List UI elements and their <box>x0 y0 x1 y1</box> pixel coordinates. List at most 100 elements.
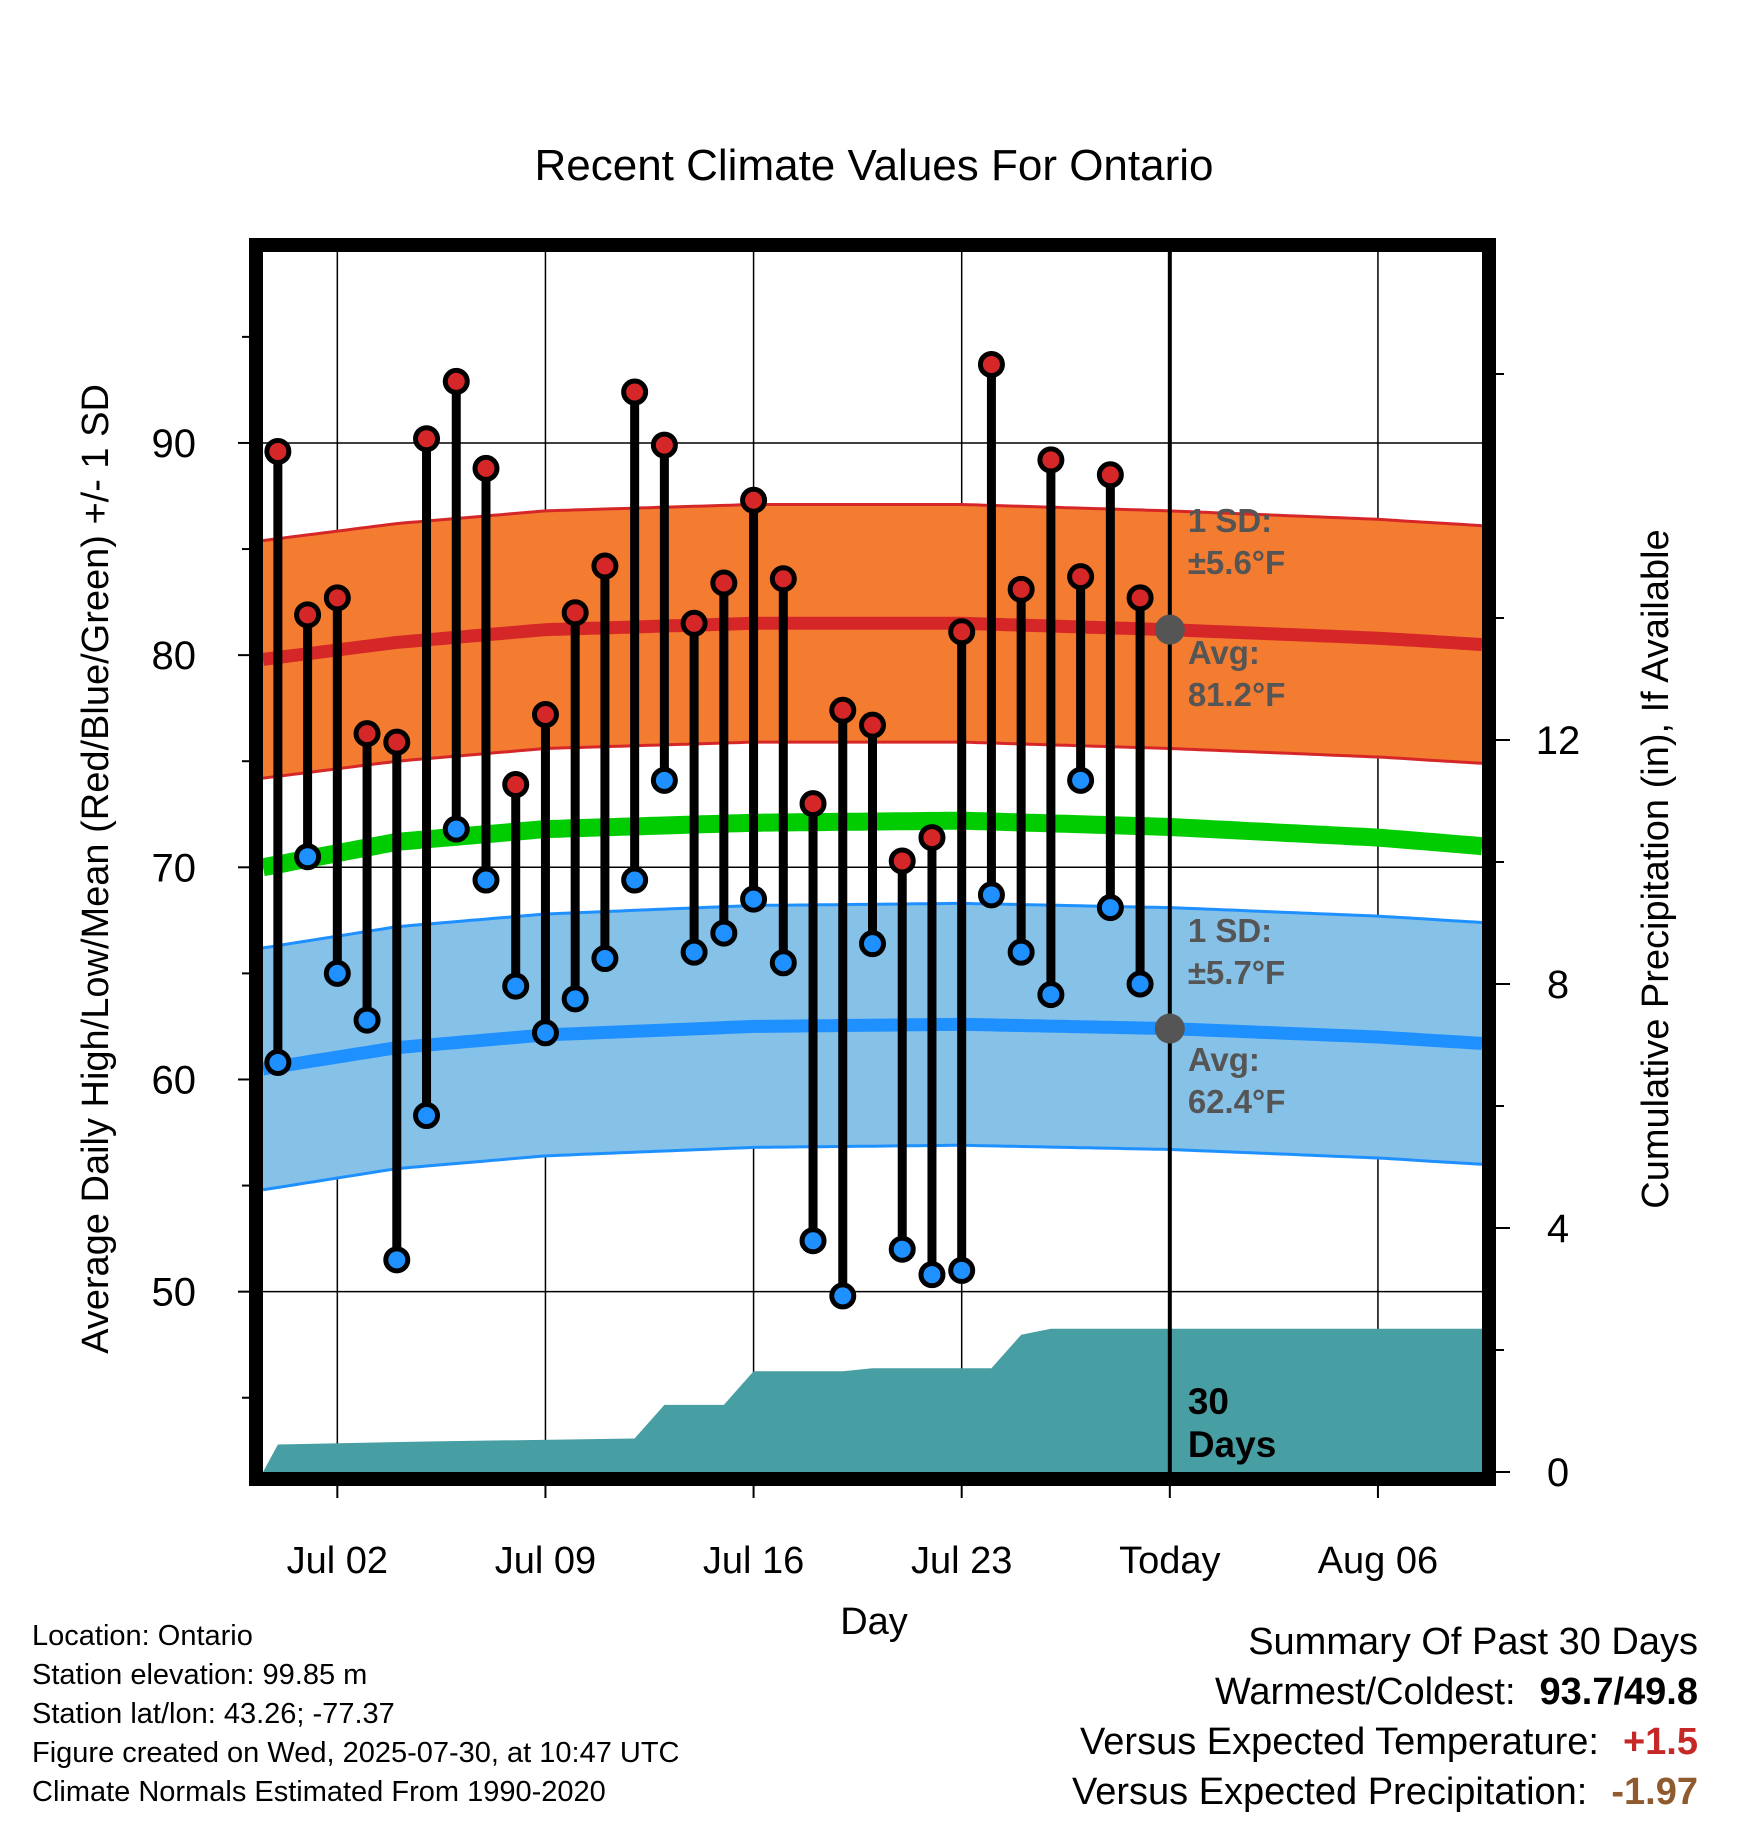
high-point <box>413 425 441 453</box>
low-point <box>948 1256 976 1284</box>
high-point <box>859 711 886 739</box>
plot-frame <box>249 238 1496 1486</box>
low-point <box>531 1019 559 1047</box>
high-avg-line <box>263 616 1482 666</box>
low-sd-value: ±5.7°F <box>1188 954 1285 991</box>
overlay-layer: 1 SD: ±5.6°F Avg: 81.2°F 1 SD: ±5.7°F Avg: 62.4… <box>264 350 1286 1465</box>
low-point <box>502 972 530 1000</box>
high-point <box>1126 584 1154 612</box>
low-avg-value: 62.4°F <box>1188 1083 1286 1120</box>
high-point <box>888 847 916 875</box>
low-point <box>799 1227 827 1255</box>
low-avg-line <box>263 1017 1482 1076</box>
y2-tick-label: 4 <box>1547 1207 1569 1251</box>
high-point <box>1067 563 1095 591</box>
today-low-avg-marker <box>1154 1013 1185 1044</box>
x-tick-label: Aug 06 <box>1318 1540 1438 1582</box>
low-point <box>680 938 708 966</box>
high-point <box>1037 446 1065 474</box>
precip-label: Versus Expected Precipitation: <box>1071 1771 1588 1813</box>
y-tick-label: 90 <box>152 422 197 466</box>
summary-heading: Summary Of Past 30 Days <box>1248 1621 1698 1663</box>
low-point <box>561 985 589 1013</box>
axis-layer: 50 60 70 80 90 0 4 8 12 Jul 02 Jul 09 Jul 16 Jul 23 T… <box>152 335 1581 1582</box>
low-point <box>353 1006 381 1034</box>
x-tick-label: Jul 23 <box>911 1540 1012 1582</box>
low-point <box>621 866 649 894</box>
summary-temp-row: Versus Expected Temperature: +1.5 <box>1072 1717 1698 1767</box>
chart-title: Recent Climate Values For Ontario <box>534 141 1213 190</box>
low-avg-label: Avg: <box>1188 1041 1260 1078</box>
summary-panel: Summary Of Past 30 Days Warmest/Coldest:… <box>1072 1617 1698 1817</box>
high-sd-band <box>263 504 1482 779</box>
created-text: Figure created on Wed, 2025-07-30, at 10… <box>32 1737 680 1769</box>
high-point <box>1007 575 1035 603</box>
high-sd-label: 1 SD: <box>1188 502 1272 539</box>
high-sd-value: ±5.6°F <box>1188 544 1285 581</box>
x-tick-label: Jul 09 <box>495 1540 596 1582</box>
high-point <box>948 618 976 646</box>
low-point <box>294 843 322 871</box>
high-avg-label: Avg: <box>1188 634 1260 671</box>
high-point <box>353 720 381 748</box>
low-point <box>472 866 500 894</box>
low-point <box>413 1102 441 1130</box>
y-axis-title: Average Daily High/Low/Mean (Red/Blue/Gr… <box>75 384 117 1354</box>
warmest-value: 93.7/49.8 <box>1539 1671 1698 1713</box>
low-point <box>769 949 797 977</box>
warmest-label: Warmest/Coldest: <box>1214 1671 1516 1713</box>
x-tick-label: Jul 16 <box>703 1540 804 1582</box>
y2-axis-title: Cumulative Precipitation (in), If Availa… <box>1635 529 1677 1208</box>
low-point <box>1096 894 1124 922</box>
precip-value: -1.97 <box>1611 1771 1698 1813</box>
days-unit-label: Days <box>1188 1424 1276 1465</box>
high-point <box>442 367 470 395</box>
high-point <box>769 565 797 593</box>
high-point <box>531 701 559 729</box>
low-point <box>740 885 768 913</box>
low-point <box>383 1246 411 1274</box>
location-text: Location: Ontario <box>32 1620 253 1652</box>
high-point <box>383 728 411 756</box>
low-point <box>323 959 351 987</box>
low-point <box>888 1235 916 1263</box>
y2-tick-label: 0 <box>1547 1451 1569 1495</box>
today-high-avg-marker <box>1154 614 1185 645</box>
days-count-label: 30 <box>1188 1381 1229 1422</box>
summary-warmest-row: Warmest/Coldest: 93.7/49.8 <box>1072 1667 1698 1717</box>
summary-precip-row: Versus Expected Precipitation: -1.97 <box>1072 1767 1698 1817</box>
high-point <box>323 584 351 612</box>
high-point <box>561 599 589 627</box>
high-point <box>740 486 768 514</box>
high-point <box>680 609 708 637</box>
high-point <box>918 824 946 852</box>
elevation-text: Station elevation: 99.85 m <box>32 1659 368 1691</box>
high-point <box>1096 461 1124 489</box>
low-sd-band <box>263 903 1482 1190</box>
low-point <box>710 919 738 947</box>
low-sd-label: 1 SD: <box>1188 912 1272 949</box>
high-sd-upper-line <box>263 503 1482 543</box>
high-avg-value: 81.2°F <box>1188 676 1286 713</box>
low-point <box>650 766 678 794</box>
precip-area <box>263 1328 1482 1472</box>
temp-value: +1.5 <box>1622 1721 1698 1763</box>
x-tick-label: Jul 02 <box>287 1540 388 1582</box>
low-point <box>1037 981 1065 1009</box>
high-point <box>829 696 857 724</box>
low-point <box>591 945 619 973</box>
x-axis-title: Day <box>840 1601 908 1643</box>
low-point <box>918 1261 946 1289</box>
high-point <box>472 454 500 482</box>
high-point <box>294 601 322 629</box>
y-tick-label: 70 <box>152 846 197 890</box>
y2-tick-label: 12 <box>1536 719 1581 763</box>
high-point <box>799 790 827 818</box>
low-point <box>442 815 470 843</box>
low-point <box>264 1049 292 1077</box>
high-point <box>710 569 738 597</box>
latlon-text: Station lat/lon: 43.26; -77.37 <box>32 1698 395 1730</box>
high-point <box>977 350 1005 378</box>
y-tick-label: 60 <box>152 1058 197 1102</box>
